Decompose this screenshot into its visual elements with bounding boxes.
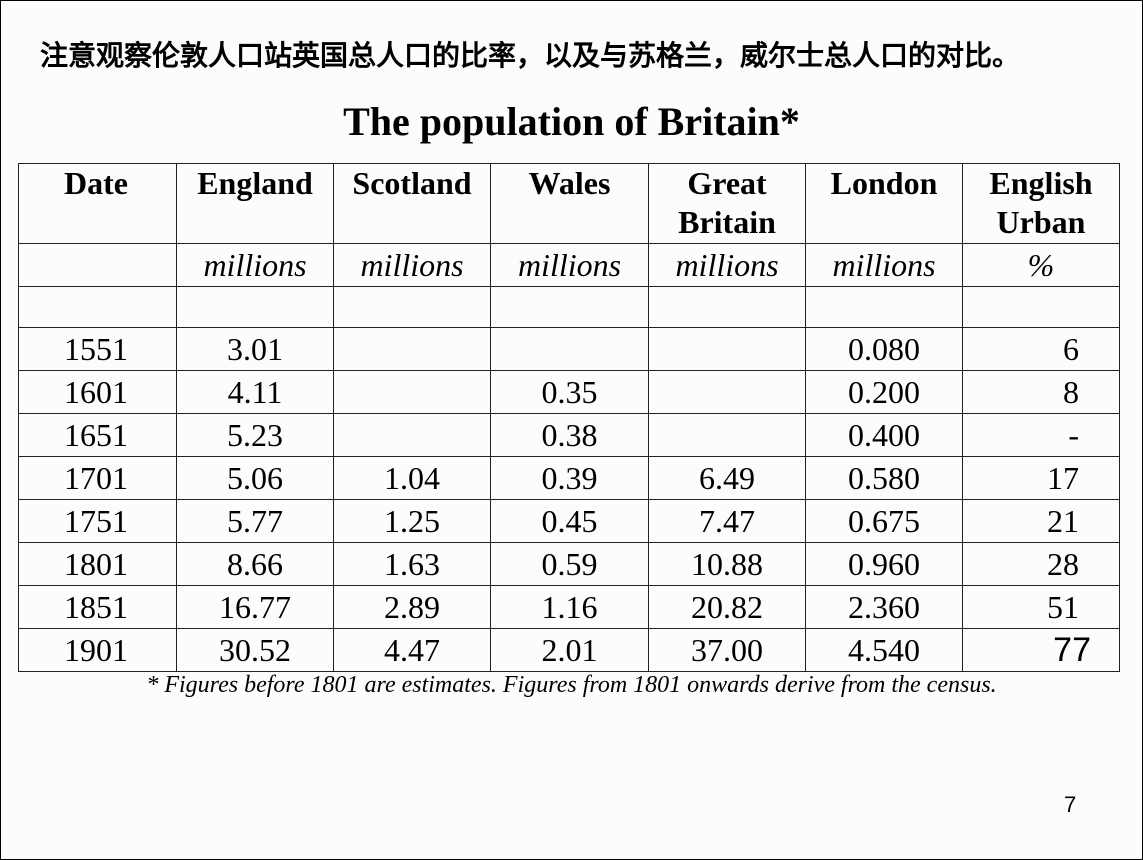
blank-cell xyxy=(18,286,177,328)
cell-great-britain: 6.49 xyxy=(648,456,806,500)
header-wales: Wales xyxy=(490,163,649,244)
unit-wales: millions xyxy=(490,243,649,287)
table-row: 1651 5.23 0.38 0.400- xyxy=(18,413,1120,457)
cell-london: 0.400 xyxy=(805,413,963,457)
cell-london: 0.200 xyxy=(805,370,963,414)
cell-scotland xyxy=(333,327,491,371)
cell-england: 8.66 xyxy=(176,542,334,586)
cell-wales xyxy=(490,327,649,371)
cell-english-urban: 51 xyxy=(962,585,1120,629)
blank-cell xyxy=(490,286,649,328)
table-body: 1551 3.01 0.080 6 1601 4.11 0.35 0.200 8 1651 5.23… xyxy=(18,327,1120,672)
cell-scotland: 4.47 xyxy=(333,628,491,672)
cell-english-urban: 28 xyxy=(962,542,1120,586)
units-row: millions millions millions millions mill… xyxy=(18,243,1120,287)
header-scotland: Scotland xyxy=(333,163,491,244)
cell-london: 4.540 xyxy=(805,628,963,672)
cell-england: 5.23 xyxy=(176,413,334,457)
cell-great-britain xyxy=(648,413,806,457)
cell-english-urban: - xyxy=(962,413,1120,457)
cell-england: 5.06 xyxy=(176,456,334,500)
table-row: 1901 30.52 4.47 2.01 37.00 4.540 77 xyxy=(18,628,1120,672)
cell-wales: 2.01 xyxy=(490,628,649,672)
cell-wales: 0.45 xyxy=(490,499,649,543)
unit-scotland: millions xyxy=(333,243,491,287)
header-row: Date England Scotland Wales Great Britain… xyxy=(18,163,1120,244)
cell-english-urban: 17 xyxy=(962,456,1120,500)
blank-cell xyxy=(648,286,806,328)
cell-great-britain xyxy=(648,370,806,414)
unit-date xyxy=(18,243,177,287)
cell-wales: 1.16 xyxy=(490,585,649,629)
cell-date: 1801 xyxy=(18,542,177,586)
cell-england: 16.77 xyxy=(176,585,334,629)
cell-england: 5.77 xyxy=(176,499,334,543)
blank-cell xyxy=(962,286,1120,328)
blank-cell xyxy=(805,286,963,328)
table-row: 1551 3.01 0.080 6 xyxy=(18,327,1120,371)
cell-date: 1601 xyxy=(18,370,177,414)
cell-date: 1651 xyxy=(18,413,177,457)
table-row: 1701 5.06 1.04 0.39 6.49 0.580 17 xyxy=(18,456,1120,500)
cell-english-urban: 8 xyxy=(962,370,1120,414)
cell-date: 1851 xyxy=(18,585,177,629)
cell-date: 1751 xyxy=(18,499,177,543)
cell-date: 1551 xyxy=(18,327,177,371)
population-table: Date England Scotland Wales Great Britain… xyxy=(18,163,1120,672)
footnote: * Figures before 1801 are estimates. Fig… xyxy=(146,672,997,698)
cell-london: 2.360 xyxy=(805,585,963,629)
header-english-urban: English Urban xyxy=(962,163,1120,244)
page-title: The population of Britain* xyxy=(343,99,800,144)
cell-scotland: 1.25 xyxy=(333,499,491,543)
unit-london: millions xyxy=(805,243,963,287)
unit-english-urban: % xyxy=(962,243,1120,287)
blank-row xyxy=(18,286,1120,328)
cell-london: 0.080 xyxy=(805,327,963,371)
cell-great-britain: 7.47 xyxy=(648,499,806,543)
cell-england: 3.01 xyxy=(176,327,334,371)
cell-wales: 0.39 xyxy=(490,456,649,500)
cell-date: 1901 xyxy=(18,628,177,672)
cell-england: 30.52 xyxy=(176,628,334,672)
cell-great-britain xyxy=(648,327,806,371)
cell-great-britain: 20.82 xyxy=(648,585,806,629)
cell-wales: 0.38 xyxy=(490,413,649,457)
unit-england: millions xyxy=(176,243,334,287)
table-row: 1801 8.66 1.63 0.59 10.88 0.960 28 xyxy=(18,542,1120,586)
header-date: Date xyxy=(18,163,177,244)
blank-cell xyxy=(176,286,334,328)
cell-scotland: 1.04 xyxy=(333,456,491,500)
cell-scotland: 2.89 xyxy=(333,585,491,629)
cell-wales: 0.35 xyxy=(490,370,649,414)
cell-english-urban: 6 xyxy=(962,327,1120,371)
cell-england: 4.11 xyxy=(176,370,334,414)
cell-scotland xyxy=(333,370,491,414)
cell-wales: 0.59 xyxy=(490,542,649,586)
header-great-britain: Great Britain xyxy=(648,163,806,244)
table-row: 1751 5.77 1.25 0.45 7.47 0.675 21 xyxy=(18,499,1120,543)
cell-great-britain: 37.00 xyxy=(648,628,806,672)
header-england: England xyxy=(176,163,334,244)
table-row: 1851 16.77 2.89 1.16 20.82 2.360 51 xyxy=(18,585,1120,629)
cell-english-urban: 77 xyxy=(962,628,1120,672)
table-row: 1601 4.11 0.35 0.200 8 xyxy=(18,370,1120,414)
cell-london: 0.580 xyxy=(805,456,963,500)
cell-london: 0.960 xyxy=(805,542,963,586)
cell-english-urban: 21 xyxy=(962,499,1120,543)
cell-london: 0.675 xyxy=(805,499,963,543)
page-number: 7 xyxy=(1064,792,1077,817)
cell-scotland xyxy=(333,413,491,457)
unit-great-britain: millions xyxy=(648,243,806,287)
chinese-heading: 注意观察伦敦人口站英国总人口的比率，以及与苏格兰，威尔士总人口的对比。 xyxy=(40,39,1021,72)
blank-cell xyxy=(333,286,491,328)
cell-great-britain: 10.88 xyxy=(648,542,806,586)
cell-date: 1701 xyxy=(18,456,177,500)
cell-scotland: 1.63 xyxy=(333,542,491,586)
header-london: London xyxy=(805,163,963,244)
